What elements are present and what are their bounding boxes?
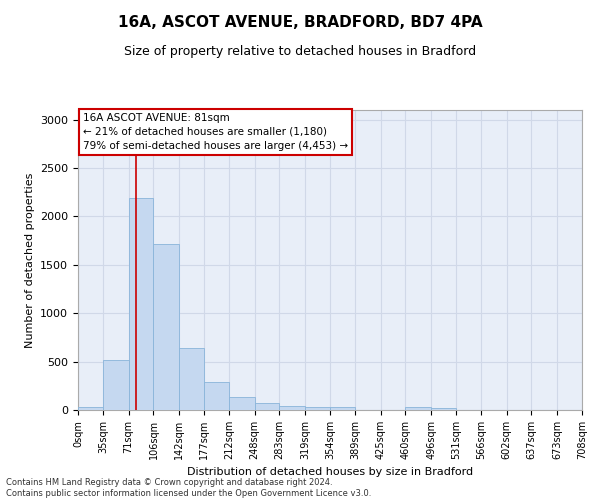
Bar (154, 244, 179, 410)
Bar (128, 198, 154, 410)
X-axis label: Distribution of detached houses by size in Bradford: Distribution of detached houses by size … (187, 468, 473, 477)
Bar (78, 406, 103, 410)
Text: 16A ASCOT AVENUE: 81sqm
← 21% of detached houses are smaller (1,180)
79% of semi: 16A ASCOT AVENUE: 81sqm ← 21% of detache… (83, 113, 348, 151)
Text: 16A, ASCOT AVENUE, BRADFORD, BD7 4PA: 16A, ASCOT AVENUE, BRADFORD, BD7 4PA (118, 15, 482, 30)
Text: Contains HM Land Registry data © Crown copyright and database right 2024.
Contai: Contains HM Land Registry data © Crown c… (6, 478, 371, 498)
Bar (103, 360, 128, 410)
Bar (254, 402, 280, 410)
Bar (330, 406, 355, 410)
Bar (305, 406, 330, 410)
Bar (204, 382, 229, 410)
Bar (431, 408, 456, 410)
Text: Size of property relative to detached houses in Bradford: Size of property relative to detached ho… (124, 45, 476, 58)
Bar (406, 407, 431, 410)
Y-axis label: Number of detached properties: Number of detached properties (25, 172, 35, 348)
Bar (179, 348, 204, 410)
Bar (280, 406, 305, 410)
Bar (229, 398, 254, 410)
